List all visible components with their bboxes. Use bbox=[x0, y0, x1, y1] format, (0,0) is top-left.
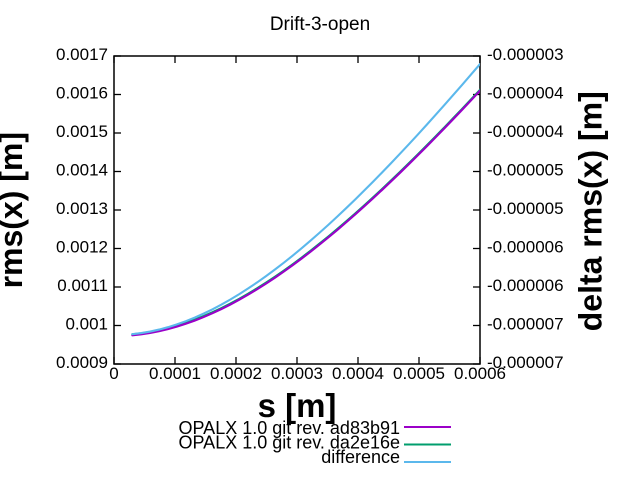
svg-text:-0.000006: -0.000006 bbox=[487, 276, 564, 295]
svg-text:0: 0 bbox=[109, 364, 118, 383]
svg-text:-0.000007: -0.000007 bbox=[487, 315, 564, 334]
svg-text:-0.000003: -0.000003 bbox=[487, 45, 564, 64]
svg-text:0.0011: 0.0011 bbox=[57, 276, 108, 295]
svg-text:0.0002: 0.0002 bbox=[210, 364, 262, 383]
svg-text:0.0001: 0.0001 bbox=[149, 364, 201, 383]
svg-text:-0.000005: -0.000005 bbox=[487, 161, 564, 180]
svg-text:0.0012: 0.0012 bbox=[56, 238, 108, 257]
svg-text:-0.000005: -0.000005 bbox=[487, 199, 564, 218]
svg-text:-0.000006: -0.000006 bbox=[487, 238, 564, 257]
svg-text:0.0014: 0.0014 bbox=[56, 161, 108, 180]
svg-text:0.0009: 0.0009 bbox=[56, 353, 108, 372]
svg-text:0.0003: 0.0003 bbox=[271, 364, 323, 383]
svg-text:Drift-3-open: Drift-3-open bbox=[270, 14, 370, 35]
svg-text:s [m]: s [m] bbox=[258, 387, 337, 424]
svg-text:0.0015: 0.0015 bbox=[56, 122, 108, 141]
svg-text:0.0016: 0.0016 bbox=[56, 84, 108, 103]
svg-text:0.0004: 0.0004 bbox=[332, 364, 384, 383]
svg-text:rms(x) [m]: rms(x) [m] bbox=[0, 132, 29, 288]
svg-text:-0.000004: -0.000004 bbox=[487, 122, 564, 141]
svg-text:0.0013: 0.0013 bbox=[56, 199, 108, 218]
svg-text:difference: difference bbox=[321, 447, 400, 467]
svg-text:0.0017: 0.0017 bbox=[56, 45, 108, 64]
svg-text:0.001: 0.001 bbox=[65, 315, 108, 334]
svg-text:-0.000004: -0.000004 bbox=[487, 84, 564, 103]
svg-text:delta rms(x) [m]: delta rms(x) [m] bbox=[573, 91, 609, 331]
svg-text:-0.000007: -0.000007 bbox=[487, 353, 564, 372]
svg-text:0.0005: 0.0005 bbox=[393, 364, 445, 383]
